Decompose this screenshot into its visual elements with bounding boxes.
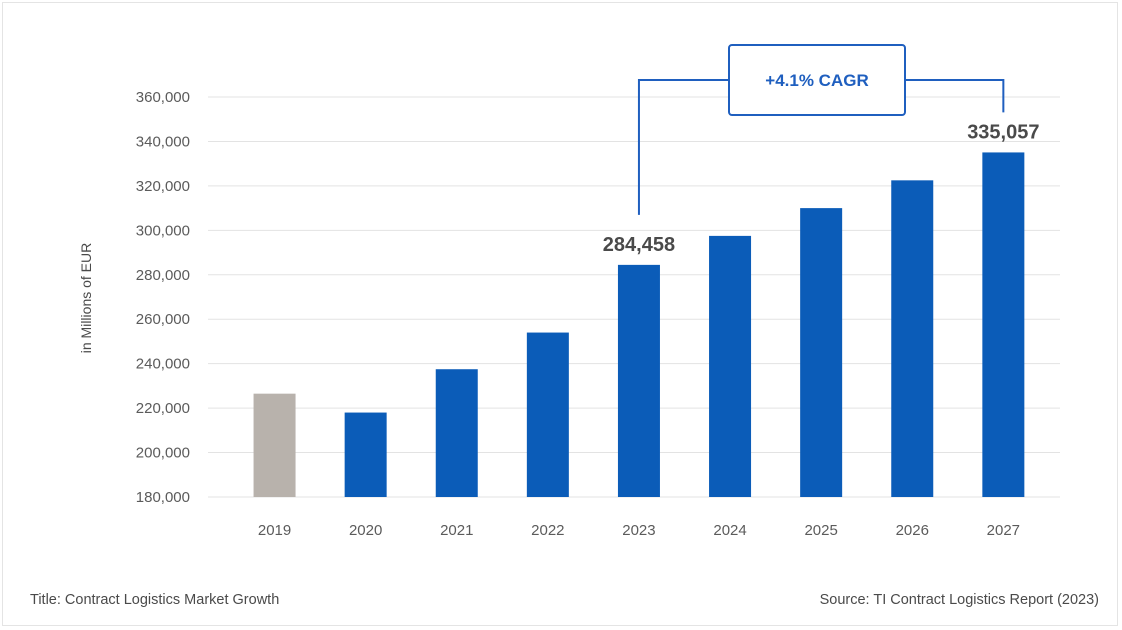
cagr-box <box>728 44 906 116</box>
y-axis-title: in Millions of EUR <box>78 243 94 353</box>
bar-2020 <box>344 412 387 497</box>
y-axis-ticks: 180,000 200,000 220,000 240,000 260,000 280,0… <box>136 89 190 506</box>
bar-2022 <box>526 332 569 497</box>
chart-footer-title: Title: Contract Logistics Market Growth <box>30 592 279 608</box>
cagr-label: +4.1% CAGR <box>765 71 868 90</box>
bar-2026 <box>891 180 934 498</box>
y-tick-label: 260,000 <box>136 311 190 328</box>
cagr-annotation: +4.1% CAGR <box>637 44 1005 215</box>
y-tick-label: 360,000 <box>136 89 190 106</box>
y-tick-label: 320,000 <box>136 178 190 195</box>
x-axis-ticks: 2019 2020 2021 2022 2023 2024 2025 2026 2027 <box>258 522 1020 539</box>
y-tick-label: 300,000 <box>136 222 190 239</box>
bar-2027 <box>982 152 1025 497</box>
y-tick-label: 220,000 <box>136 400 190 417</box>
x-tick-label: 2019 <box>258 522 291 539</box>
bar-2024 <box>709 235 752 497</box>
data-label-2027: 335,057 <box>967 121 1039 143</box>
bar-2021 <box>435 369 478 497</box>
x-tick-label: 2024 <box>713 522 746 539</box>
y-tick-label: 200,000 <box>136 445 190 462</box>
cagr-bracket-left <box>637 79 729 215</box>
bars <box>253 152 1025 498</box>
cagr-bracket-right <box>905 79 1005 113</box>
chart-footer-source: Source: TI Contract Logistics Report (20… <box>820 592 1099 608</box>
bar-2025 <box>800 208 843 497</box>
x-tick-label: 2025 <box>804 522 837 539</box>
data-labels: 284,458 335,057 <box>603 121 1040 255</box>
y-tick-label: 340,000 <box>136 133 190 150</box>
data-label-2023: 284,458 <box>603 234 675 256</box>
x-tick-label: 2022 <box>531 522 564 539</box>
bar-2023 <box>617 264 660 497</box>
x-tick-label: 2021 <box>440 522 473 539</box>
x-tick-label: 2020 <box>349 522 382 539</box>
x-tick-label: 2027 <box>987 522 1020 539</box>
x-tick-label: 2023 <box>622 522 655 539</box>
y-tick-label: 280,000 <box>136 267 190 284</box>
x-tick-label: 2026 <box>896 522 929 539</box>
y-tick-label: 180,000 <box>136 489 190 506</box>
bar-2019 <box>253 393 296 497</box>
y-tick-label: 240,000 <box>136 356 190 373</box>
